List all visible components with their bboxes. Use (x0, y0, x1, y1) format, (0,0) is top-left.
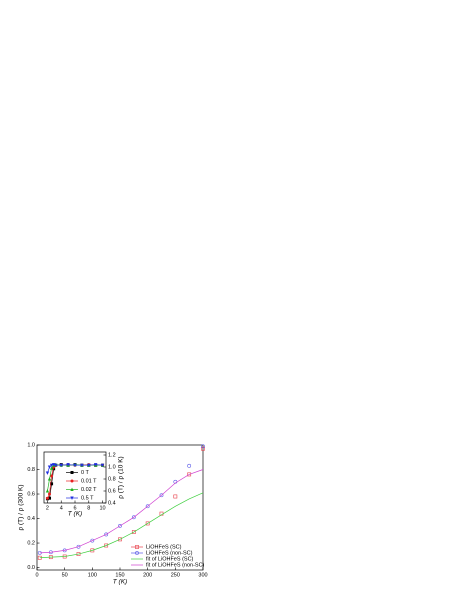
series-line (39, 492, 204, 559)
inset-background (44, 452, 106, 503)
marker (187, 463, 192, 468)
marker (131, 515, 136, 520)
marker (131, 530, 136, 534)
y-tick-label: 0.4 (108, 500, 116, 506)
marker (201, 446, 205, 451)
y-tick-label: 0.8 (108, 476, 116, 482)
legend-label: 0.5 T (81, 495, 94, 501)
x-axis-label: T (K) (113, 579, 127, 586)
y-tick-label: 0.2 (27, 540, 35, 546)
legend-marker (135, 551, 139, 555)
marker (173, 494, 178, 499)
x-axis-label: T (K) (68, 511, 82, 518)
marker (145, 521, 150, 526)
x-tick-label: 10 (99, 505, 105, 511)
legend-marker (70, 470, 74, 474)
y-tick-label: 0.0 (27, 565, 35, 571)
marker (47, 477, 52, 481)
legend-label: fit of LiOHFeS (non-SC) (146, 562, 205, 568)
x-tick-label: 50 (62, 572, 68, 578)
marker (49, 463, 54, 468)
legend-label: 0.01 T (81, 478, 97, 484)
marker (90, 538, 95, 543)
y-tick-label: 0.4 (27, 516, 35, 522)
legend-label: fit of LiOHFeS (SC) (146, 556, 194, 562)
marker (45, 471, 50, 475)
x-tick-label: 6 (73, 505, 76, 511)
y-tick-label: 0.8 (27, 467, 35, 473)
y-tick-label: 0.6 (108, 488, 116, 494)
marker (118, 523, 122, 528)
legend-marker (70, 496, 74, 500)
y-tick-label: 1.2 (108, 452, 116, 458)
marker (59, 463, 63, 468)
marker (49, 466, 54, 470)
marker (80, 463, 84, 468)
marker (100, 463, 105, 468)
marker (87, 463, 91, 468)
marker (93, 463, 98, 467)
marker (145, 504, 150, 509)
legend-label: LiOHFeS (non-SC) (146, 550, 193, 556)
legend-label: 0.02 T (81, 487, 97, 493)
legend-marker (70, 487, 74, 491)
marker (66, 463, 70, 467)
marker (45, 489, 50, 493)
y-tick-label: 1.0 (27, 442, 35, 448)
marker (90, 548, 95, 553)
marker (187, 472, 192, 477)
legend-marker (135, 545, 139, 549)
y-axis-label: ρ (T) / ρ (10 K) (118, 456, 125, 498)
marker (48, 492, 52, 496)
x-tick-label: 8 (87, 505, 90, 511)
x-tick-label: 4 (60, 505, 63, 511)
marker (50, 474, 54, 478)
marker (76, 544, 81, 549)
marker (201, 444, 205, 449)
legend-label: LiOHFeS (SC) (146, 544, 182, 550)
marker (104, 532, 109, 537)
marker (73, 463, 77, 468)
y-axis-label: ρ (T) / ρ (300 K) (18, 484, 25, 530)
marker (104, 543, 109, 548)
marker (118, 537, 122, 542)
x-tick-label: 250 (171, 572, 180, 578)
y-tick-label: 1.0 (108, 464, 116, 470)
marker (54, 463, 58, 468)
x-tick-label: 200 (143, 572, 152, 578)
x-tick-label: 100 (88, 572, 97, 578)
x-tick-label: 300 (198, 572, 207, 578)
legend-label: 0 T (81, 470, 89, 476)
x-tick-label: 2 (46, 505, 49, 511)
x-tick-label: 0 (35, 572, 38, 578)
series-line (39, 469, 204, 554)
marker (159, 493, 164, 498)
x-tick-label: 150 (115, 572, 124, 578)
legend-marker (70, 479, 74, 483)
y-tick-label: 0.6 (27, 491, 35, 497)
marker (45, 496, 49, 500)
marker (47, 465, 52, 469)
